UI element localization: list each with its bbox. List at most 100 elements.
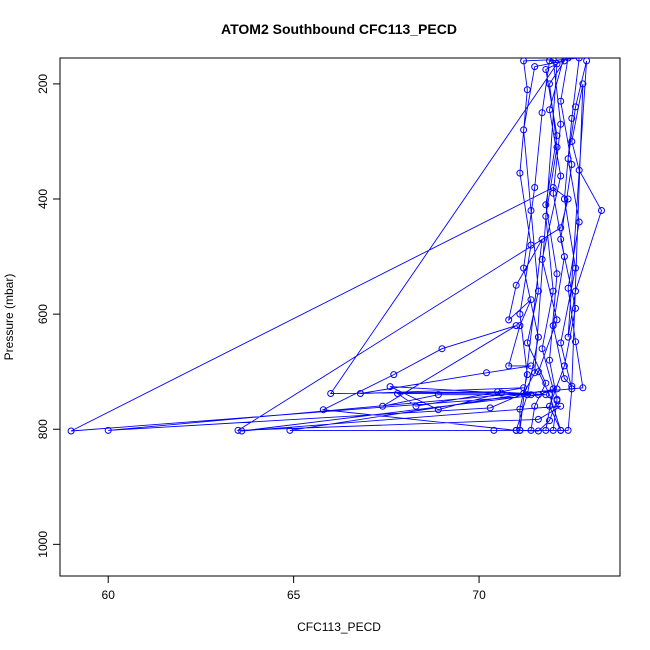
- data-point: [549, 322, 557, 330]
- data-point: [327, 390, 335, 397]
- data-point: [575, 218, 583, 226]
- data-point: [546, 391, 553, 399]
- data-point: [557, 402, 565, 410]
- data-point: [438, 345, 446, 353]
- data-point: [386, 383, 394, 391]
- data-point: [523, 391, 531, 399]
- y-tick-label: 600: [36, 304, 50, 324]
- x-tick-label: 70: [472, 588, 486, 602]
- series-group: [67, 58, 605, 435]
- data-point: [553, 60, 561, 68]
- data-point: [531, 369, 539, 377]
- data-point: [549, 426, 557, 434]
- data-point: [572, 338, 579, 346]
- data-point: [546, 417, 553, 425]
- data-point: [516, 322, 524, 330]
- x-axis: 60 65 70: [102, 575, 486, 602]
- series-layer: [67, 58, 605, 435]
- data-point: [553, 316, 561, 324]
- data-point: [412, 402, 420, 410]
- data-point: [564, 333, 572, 341]
- data-point: [557, 224, 565, 232]
- data-point: [579, 384, 587, 392]
- data-point: [562, 58, 567, 59]
- data-point: [534, 391, 542, 399]
- data-point: [564, 195, 572, 203]
- data-point: [531, 402, 539, 410]
- y-axis: 200 400 600 800 1000: [36, 74, 61, 558]
- data-point: [557, 235, 565, 243]
- data-point: [390, 371, 398, 379]
- data-point: [542, 426, 550, 434]
- data-point: [542, 66, 550, 73]
- data-point: [520, 384, 528, 392]
- y-tick-label: 400: [36, 189, 50, 209]
- data-point: [505, 316, 513, 324]
- data-point: [553, 385, 561, 393]
- data-point: [557, 172, 565, 180]
- data-point: [238, 427, 246, 435]
- data-point: [572, 304, 579, 312]
- data-point: [549, 184, 557, 191]
- data-point: [494, 388, 502, 396]
- data-point: [579, 80, 587, 88]
- data-point: [564, 58, 572, 62]
- chart-title: ATOM2 Southbound CFC113_PECD: [221, 21, 457, 37]
- data-point: [575, 58, 583, 62]
- data-point: [568, 385, 576, 393]
- data-point: [546, 402, 553, 410]
- data-point: [557, 97, 565, 105]
- data-point: [534, 333, 542, 341]
- data-point: [568, 114, 576, 122]
- data-point: [319, 406, 327, 414]
- data-point: [516, 426, 524, 434]
- data-point: [546, 80, 553, 88]
- x-tick-label: 65: [287, 588, 301, 602]
- data-point: [564, 284, 572, 292]
- data-point: [531, 184, 539, 191]
- data-point: [549, 385, 557, 393]
- data-point: [286, 426, 294, 434]
- data-point: [356, 390, 364, 397]
- data-point: [542, 201, 550, 209]
- data-point: [527, 426, 535, 434]
- data-point: [516, 169, 524, 177]
- data-point: [542, 379, 550, 387]
- data-point: [568, 161, 576, 168]
- data-point: [527, 391, 535, 399]
- data-point: [553, 397, 561, 404]
- data-point: [490, 426, 498, 434]
- plot-frame: [59, 57, 621, 577]
- data-point: [527, 207, 535, 214]
- data-point: [568, 382, 576, 390]
- data-point: [542, 212, 550, 220]
- data-point: [538, 235, 546, 243]
- data-point: [520, 126, 528, 134]
- data-point: [516, 310, 524, 318]
- data-point: [104, 426, 112, 434]
- data-point: [557, 339, 565, 347]
- data-point: [527, 241, 535, 249]
- data-point: [67, 427, 75, 435]
- data-point: [527, 296, 535, 304]
- data-point: [486, 404, 494, 412]
- data-point: [520, 58, 528, 65]
- data-point: [546, 106, 553, 114]
- data-point: [394, 390, 401, 397]
- data-point: [534, 368, 542, 376]
- y-tick-label: 200: [36, 74, 50, 94]
- data-point: [553, 132, 561, 140]
- y-tick-label: 800: [36, 419, 50, 439]
- data-point: [523, 86, 531, 94]
- data-point: [583, 58, 591, 65]
- data-point: [560, 195, 568, 203]
- data-point: [534, 427, 542, 435]
- data-point: [534, 287, 542, 295]
- data-point: [598, 207, 605, 214]
- data-point: [546, 356, 553, 364]
- data-point: [505, 362, 513, 370]
- data-point: [538, 109, 546, 117]
- x-tick-label: 60: [102, 588, 116, 602]
- data-point: [520, 264, 528, 272]
